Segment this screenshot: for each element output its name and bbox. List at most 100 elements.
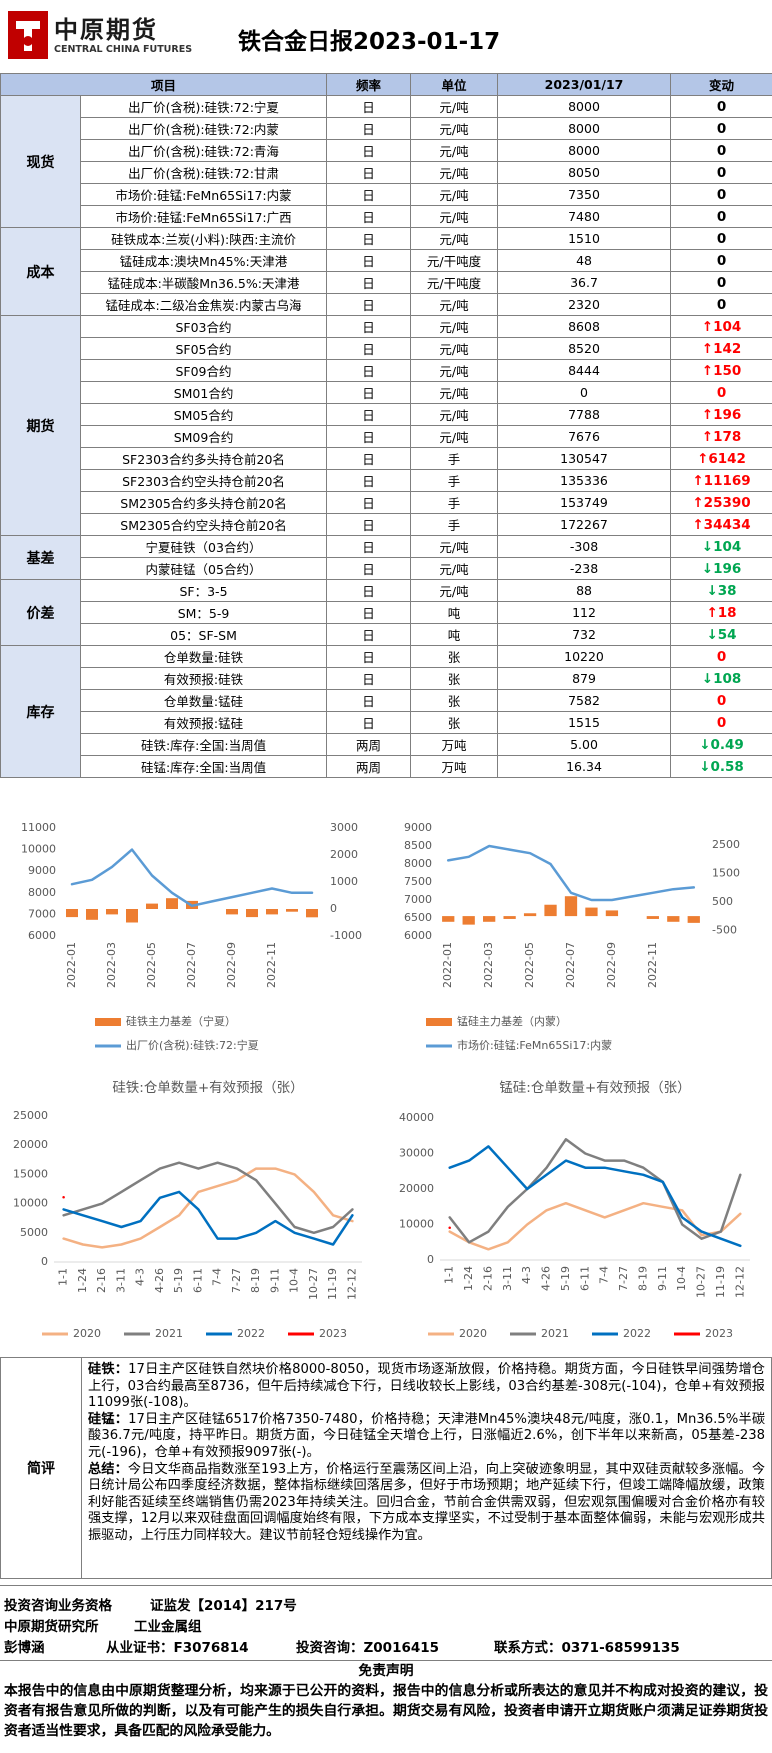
value: 7582	[498, 690, 671, 712]
frequency: 日	[327, 558, 411, 580]
x-tick-label: 2-16	[95, 1268, 108, 1293]
footer-text: 投资咨询业务资格	[4, 1594, 112, 1614]
unit: 元/吨	[411, 404, 498, 426]
footer: 投资咨询业务资格 证监发【2014】217号 中原期货研究所 工业金属组 彭博涵…	[0, 1585, 772, 1658]
table-row: 内蒙硅锰（05合约）日元/吨-238↓196	[1, 558, 772, 580]
y-tick-label: 40000	[399, 1111, 434, 1124]
legend-label: 2020	[73, 1327, 101, 1340]
frequency: 日	[327, 360, 411, 382]
bar	[647, 916, 659, 919]
x-tick-label: 5-19	[559, 1266, 572, 1291]
value: 16.34	[498, 756, 671, 778]
item: 出厂价(含税):硅铁:72:宁夏	[81, 96, 327, 118]
x-tick-label: 5-19	[172, 1268, 185, 1293]
x-tick-label: 2022-05	[523, 942, 536, 988]
report-title: 铁合金日报2023-01-17	[238, 22, 500, 56]
x-tick-label: 1-24	[462, 1266, 475, 1291]
group-label: 成本	[1, 228, 81, 316]
frequency: 日	[327, 250, 411, 272]
unit: 张	[411, 668, 498, 690]
item: SM05合约	[81, 404, 327, 426]
line	[448, 846, 694, 900]
legend-label: 市场价:硅锰:FeMn65Si17:内蒙	[457, 1038, 612, 1052]
change: 0	[671, 184, 772, 206]
value: 1510	[498, 228, 671, 250]
bar	[86, 909, 98, 920]
y2-tick-label: 2000	[330, 848, 358, 861]
change: ↑6142	[671, 448, 772, 470]
frequency: 日	[327, 338, 411, 360]
value: 8000	[498, 140, 671, 162]
table-header: 项目 频率 单位 2023/01/17 变动	[1, 74, 772, 96]
chart-title: 硅铁:仓单数量+有效预报（张）	[112, 1080, 303, 1096]
x-tick-label: 6-11	[191, 1268, 204, 1293]
unit: 元/干吨度	[411, 250, 498, 272]
chart: 60007000800090001000011000-1000010002000…	[0, 810, 382, 1060]
chart-title: 锰硅:仓单数量+有效预报（张）	[499, 1080, 690, 1096]
bar	[585, 908, 597, 917]
item: 出厂价(含税):硅铁:72:内蒙	[81, 118, 327, 140]
commentary-label: 简评	[1, 1358, 82, 1578]
bar	[66, 909, 78, 917]
data-table: 项目 频率 单位 2023/01/17 变动 现货出厂价(含税):硅铁:72:宁…	[0, 73, 772, 778]
footer-text: 工业金属组	[134, 1615, 202, 1635]
x-tick-label: 2022-03	[482, 942, 495, 988]
frequency: 日	[327, 690, 411, 712]
frequency: 两周	[327, 756, 411, 778]
frequency: 日	[327, 118, 411, 140]
x-tick-label: 3-11	[114, 1268, 127, 1293]
item: SM2305合约空头持仓前20名	[81, 514, 327, 536]
y-tick-label: 9000	[404, 821, 432, 834]
unit: 吨	[411, 624, 498, 646]
x-tick-label: 9-11	[656, 1266, 669, 1291]
item: SF2303合约多头持仓前20名	[81, 448, 327, 470]
frequency: 日	[327, 514, 411, 536]
y-tick-label: 8500	[404, 839, 432, 852]
unit: 吨	[411, 602, 498, 624]
unit: 元/吨	[411, 558, 498, 580]
x-tick-label: 10-4	[675, 1266, 688, 1291]
value: 48	[498, 250, 671, 272]
x-tick-label: 7-27	[617, 1266, 630, 1291]
unit: 元/吨	[411, 184, 498, 206]
column-header: 变动	[671, 74, 772, 96]
value: 8444	[498, 360, 671, 382]
x-tick-label: 12-12	[733, 1266, 746, 1298]
change: 0	[671, 690, 772, 712]
x-tick-label: 2022-09	[605, 942, 618, 988]
bar	[483, 916, 495, 922]
bar	[606, 910, 618, 916]
y-tick-label: 0	[427, 1253, 434, 1266]
item: SM2305合约多头持仓前20名	[81, 492, 327, 514]
x-tick-label: 2-16	[481, 1266, 494, 1291]
logo-text: 中原期货	[54, 10, 158, 45]
x-tick-label: 11-19	[326, 1268, 339, 1300]
bar	[126, 909, 138, 923]
x-tick-label: 9-11	[268, 1268, 281, 1293]
bar	[524, 913, 536, 916]
change: 0	[671, 140, 772, 162]
item: 锰硅成本:半碳酸Mn36.5%:天津港	[81, 272, 327, 294]
value: 5.00	[498, 734, 671, 756]
item: 锰硅成本:澳块Mn45%:天津港	[81, 250, 327, 272]
frequency: 两周	[327, 734, 411, 756]
value: 8608	[498, 316, 671, 338]
frequency: 日	[327, 294, 411, 316]
x-tick-label: 10-4	[288, 1268, 301, 1293]
disclaimer-title: 免责声明	[0, 1661, 772, 1681]
legend-label: 2023	[319, 1327, 347, 1340]
frequency: 日	[327, 140, 411, 162]
y-tick-label: 5000	[20, 1226, 48, 1239]
bar	[688, 916, 700, 923]
value: 7480	[498, 206, 671, 228]
